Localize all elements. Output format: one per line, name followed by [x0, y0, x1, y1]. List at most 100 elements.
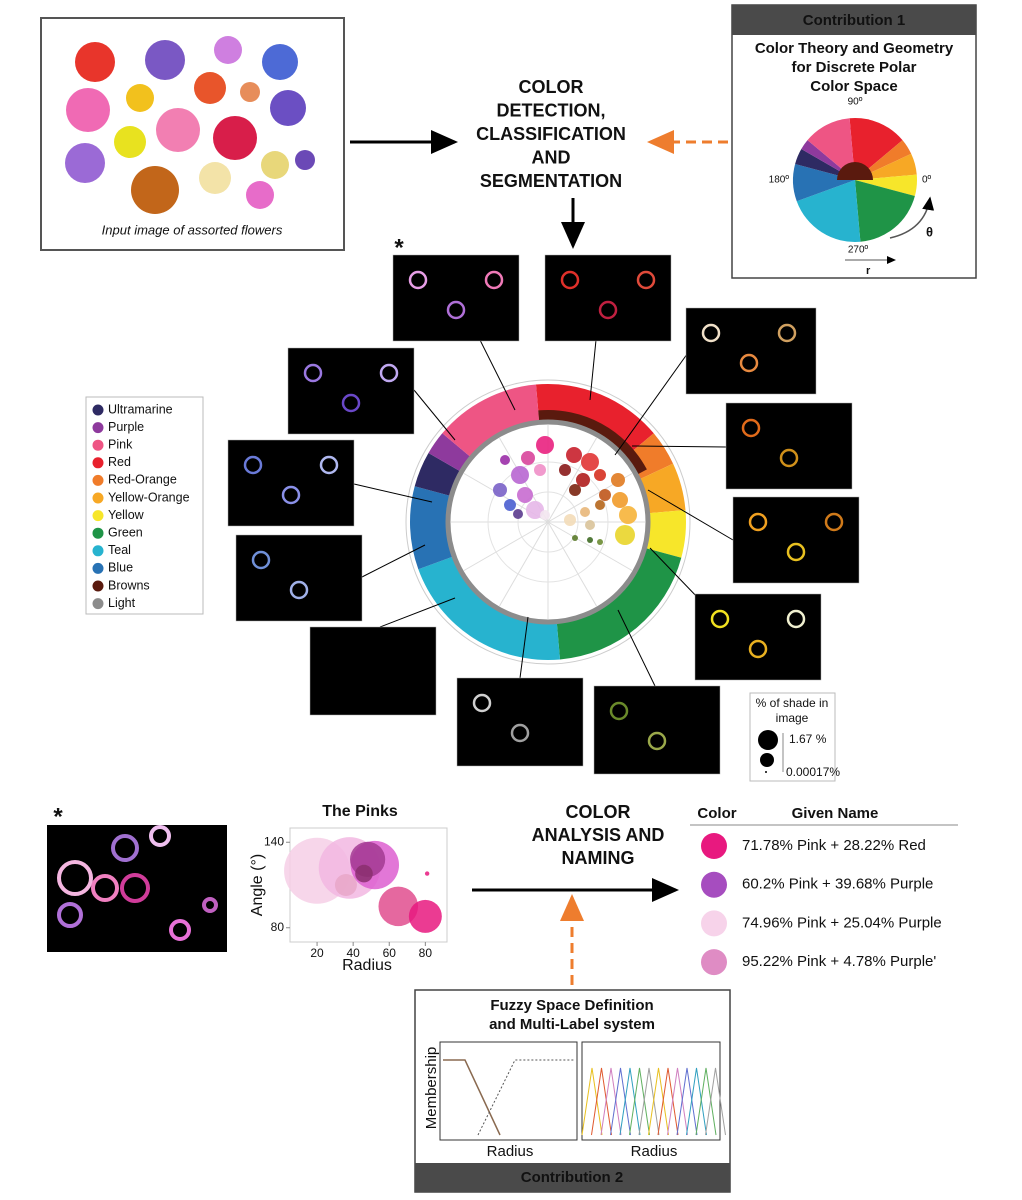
- contribution-header: [732, 5, 976, 35]
- legend-swatch: [92, 422, 104, 434]
- legend-swatch: [92, 580, 104, 592]
- legend-swatch: [92, 474, 104, 486]
- flower: [213, 116, 257, 160]
- segment-blob: [379, 363, 399, 383]
- segmented-image: [309, 626, 437, 716]
- shade-point: [500, 455, 510, 465]
- legend-swatch: [92, 457, 104, 469]
- process-label: COLOR: [519, 77, 584, 97]
- flower: [145, 40, 185, 80]
- segment-blob: [779, 448, 799, 468]
- shade-point: [534, 464, 546, 476]
- flower: [214, 36, 242, 64]
- process-label: NAMING: [562, 848, 635, 868]
- contribution-header-text: Contribution 1: [803, 12, 905, 29]
- segmented-image: [732, 496, 860, 584]
- plot-title: The Pinks: [322, 803, 398, 820]
- connector: [519, 616, 529, 679]
- membership-curve: [591, 1067, 612, 1136]
- flower: [194, 72, 226, 104]
- wheel-sector: [855, 180, 915, 242]
- membership-curve: [581, 1067, 603, 1136]
- segment-blob: [636, 270, 656, 290]
- shade-point: [612, 492, 628, 508]
- theta-label: θ: [926, 224, 933, 239]
- angle-label: 90º: [848, 97, 863, 108]
- legend-swatch: [92, 562, 104, 574]
- size-swatch: [765, 771, 767, 773]
- legend-label: Browns: [108, 578, 150, 592]
- segment-blob: [243, 455, 263, 475]
- contribution-title: and Multi-Label system: [489, 1016, 655, 1033]
- segment-blob: [408, 270, 428, 290]
- legend-label: Yellow-Orange: [108, 490, 190, 504]
- contribution-title: Fuzzy Space Definition: [490, 997, 653, 1014]
- shade-point: [580, 507, 590, 517]
- shade-point: [540, 510, 550, 520]
- flower: [240, 82, 260, 102]
- connector: [413, 389, 456, 441]
- membership-curve: [610, 1067, 631, 1136]
- membership-curve: [667, 1067, 688, 1136]
- legend-swatch: [92, 510, 104, 522]
- segment-blob: [777, 323, 797, 343]
- contribution-title: Color Space: [810, 78, 898, 95]
- membership-curve: [676, 1067, 698, 1136]
- membership-curve: [705, 1067, 726, 1136]
- flower: [114, 126, 146, 158]
- shade-point: [566, 447, 582, 463]
- bubble: [334, 874, 357, 896]
- segment-blob: [319, 455, 339, 475]
- segment-blob: [598, 300, 618, 320]
- segment-blob: [120, 873, 150, 903]
- segment-blob: [510, 723, 530, 743]
- flower: [131, 166, 179, 214]
- segmented-image: [392, 254, 520, 342]
- connector: [353, 483, 433, 503]
- legend-label: Purple: [108, 420, 144, 434]
- wheel-sector: [837, 162, 873, 180]
- segment-blob: [289, 580, 309, 600]
- connector: [649, 547, 701, 601]
- contribution-footer-text: Contribution 2: [521, 1169, 623, 1186]
- segment-blob: [710, 609, 730, 629]
- legend-label: Green: [108, 525, 143, 539]
- flower: [156, 108, 200, 152]
- process-label: ANALYSIS AND: [532, 825, 665, 845]
- membership-curve: [648, 1067, 669, 1136]
- polar-grid: [463, 521, 549, 571]
- legend-swatch: [92, 527, 104, 539]
- legend-swatch: [92, 404, 104, 416]
- shade-point: [619, 506, 637, 524]
- shade-point: [559, 464, 571, 476]
- color-name: 71.78% Pink + 28.22% Red: [742, 837, 926, 854]
- legend-label: Red-Orange: [108, 473, 177, 487]
- shade-point: [615, 525, 635, 545]
- polar-grid: [517, 491, 579, 553]
- connector: [379, 597, 456, 628]
- segment-blob: [472, 693, 492, 713]
- segmented-image: [456, 677, 584, 767]
- legend-swatch: [92, 545, 104, 557]
- bubble: [424, 871, 430, 876]
- shade-point: [569, 484, 581, 496]
- input-caption: Input image of assorted flowers: [102, 222, 283, 237]
- wheel-sector: [535, 384, 654, 457]
- membership-x-label: Radius: [487, 1143, 534, 1160]
- size-legend-title: % of shade in: [756, 696, 829, 710]
- segment-blob: [748, 512, 768, 532]
- wheel-sector: [640, 463, 686, 514]
- flower: [75, 42, 115, 82]
- segmented-image: [235, 534, 363, 622]
- polar-grid: [547, 521, 597, 607]
- membership-x-label: Radius: [631, 1143, 678, 1160]
- process-label: DETECTION,: [496, 100, 605, 120]
- shade-point: [594, 469, 606, 481]
- legend-label: Teal: [108, 543, 131, 557]
- x-tick-label: 60: [383, 946, 397, 960]
- wheel-sector: [410, 486, 453, 570]
- flower: [270, 90, 306, 126]
- segment-blob: [57, 860, 93, 896]
- wheel-sector: [556, 548, 682, 660]
